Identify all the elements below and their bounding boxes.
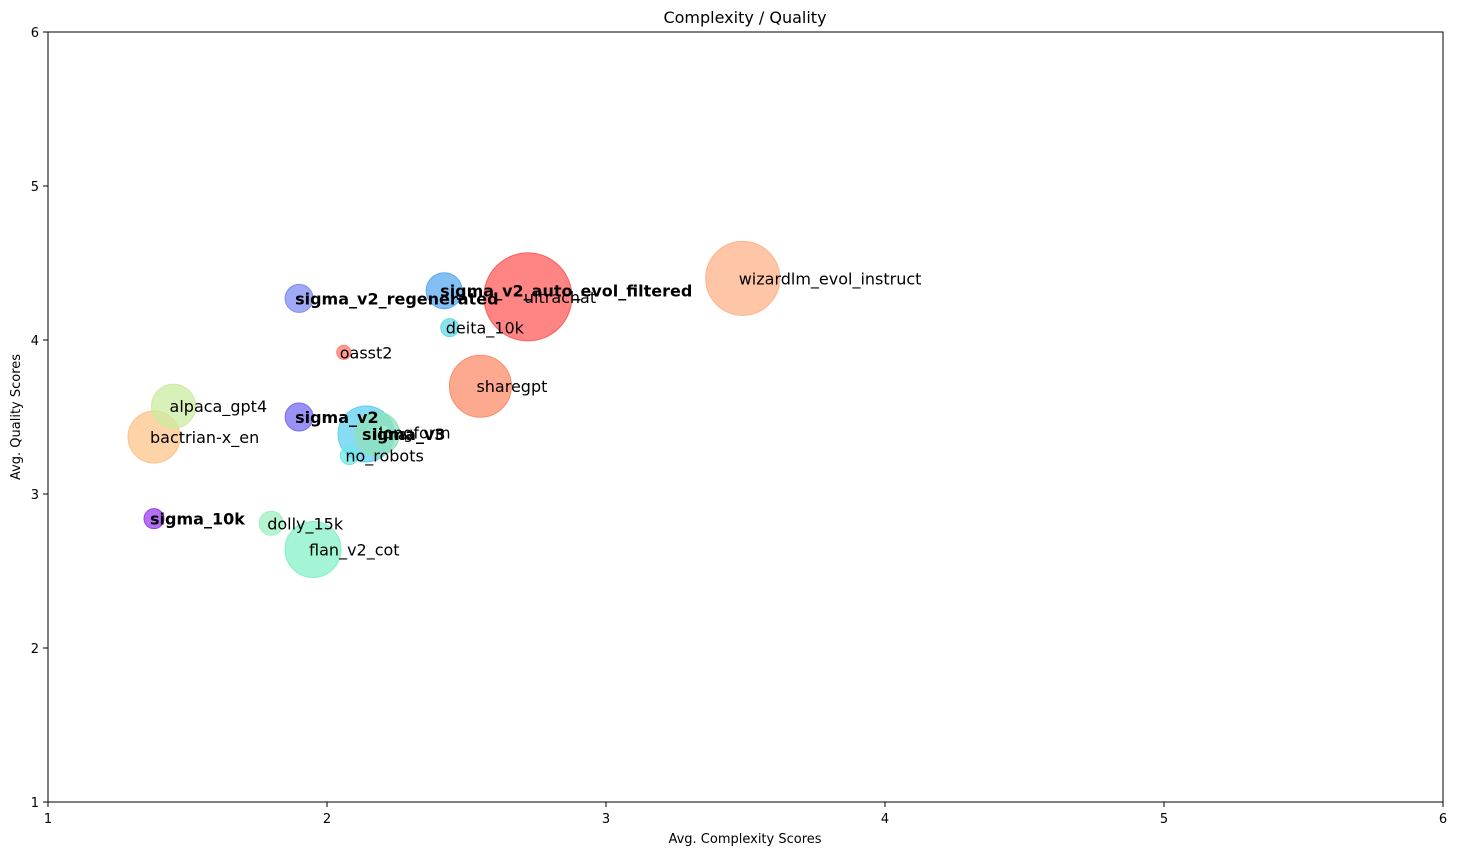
data-label-ultrachat: ultrachat bbox=[524, 288, 596, 307]
labels-layer: wizardlm_evol_instructultrachatsigma_v2_… bbox=[150, 269, 921, 560]
x-axis-ticks: 1 2 3 4 5 6 bbox=[44, 802, 1447, 827]
x-tick-label: 6 bbox=[1439, 812, 1447, 827]
data-point-wizardlm_evol_instruct bbox=[705, 240, 781, 316]
data-label-oasst2: oasst2 bbox=[340, 343, 393, 362]
data-label-deita_10k: deita_10k bbox=[446, 319, 525, 339]
x-tick-label: 2 bbox=[323, 812, 331, 827]
data-point-oasst2 bbox=[336, 344, 352, 360]
data-point-flan_v2_cot bbox=[284, 520, 342, 578]
data-label-sigma_10k: sigma_10k bbox=[150, 510, 245, 529]
data-point-longform bbox=[376, 425, 390, 439]
data-label-longform: longform bbox=[379, 423, 451, 442]
data-label-no_robots: no_robots bbox=[345, 447, 424, 467]
data-label-lima: lima bbox=[373, 425, 407, 444]
data-point-deita_10k bbox=[440, 318, 460, 338]
data-label-sigma_v2_auto_evol_filtered: sigma_v2_auto_evol_filtered bbox=[440, 282, 692, 301]
data-label-sigma_v2_regenerated: sigma_v2_regenerated bbox=[295, 289, 498, 308]
data-label-sigma_v2: sigma_v2 bbox=[295, 408, 379, 427]
data-label-flan_v2_cot: flan_v2_cot bbox=[309, 540, 400, 560]
y-axis-ticks: 1 2 3 4 5 6 bbox=[31, 26, 48, 811]
data-point-no_robots bbox=[339, 446, 359, 465]
data-point-sharegpt bbox=[448, 354, 512, 418]
y-axis-title: Avg. Quality Scores bbox=[9, 354, 24, 480]
data-point-sigma_10k bbox=[143, 508, 165, 530]
data-point-sigma_v2_regenerated bbox=[284, 283, 314, 313]
y-tick-label: 5 bbox=[31, 180, 39, 195]
points-layer bbox=[127, 240, 781, 578]
data-point-dolly_15k bbox=[258, 510, 284, 536]
x-axis-title: Avg. Complexity Scores bbox=[668, 832, 821, 847]
x-tick-label: 3 bbox=[602, 812, 610, 827]
data-label-wizardlm_evol_instruct: wizardlm_evol_instruct bbox=[739, 269, 922, 289]
data-point-ultrachat bbox=[483, 252, 573, 342]
data-label-sigma_v3: sigma_v3 bbox=[362, 425, 446, 444]
data-label-bactrian-x_en: bactrian-x_en bbox=[150, 428, 259, 448]
y-tick-label: 1 bbox=[31, 796, 39, 811]
y-tick-label: 6 bbox=[31, 26, 39, 41]
data-point-alpaca_gpt4 bbox=[151, 383, 197, 429]
data-label-sharegpt: sharegpt bbox=[476, 377, 547, 396]
data-label-alpaca_gpt4: alpaca_gpt4 bbox=[170, 397, 268, 417]
x-tick-label: 5 bbox=[1160, 812, 1168, 827]
plot-frame bbox=[47, 31, 1444, 803]
data-point-sigma_v2_auto_evol_filtered bbox=[425, 272, 463, 310]
y-tick-label: 3 bbox=[31, 488, 39, 503]
data-label-dolly_15k: dolly_15k bbox=[267, 514, 344, 534]
data-point-sigma_v2 bbox=[284, 402, 314, 432]
x-tick-label: 1 bbox=[44, 812, 52, 827]
y-tick-label: 4 bbox=[31, 334, 39, 349]
y-tick-label: 2 bbox=[31, 642, 39, 657]
x-tick-label: 4 bbox=[881, 812, 889, 827]
chart-title: Complexity / Quality bbox=[663, 8, 826, 27]
